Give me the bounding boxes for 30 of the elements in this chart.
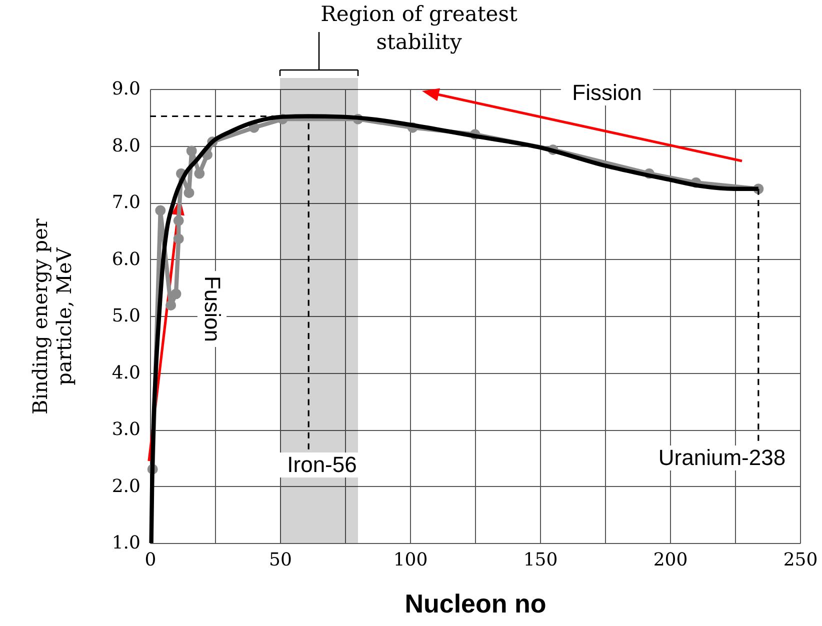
y-tick-label: 8.0: [112, 135, 140, 156]
x-tick-label: 50: [269, 550, 292, 570]
point: [184, 188, 194, 198]
point: [194, 168, 205, 179]
y-tick-label: 4.0: [112, 362, 140, 384]
y-axis-title: Binding energy per particle, MeV: [28, 218, 76, 414]
x-tick-label: 150: [523, 550, 558, 570]
point: [155, 205, 166, 216]
y-tick-label: 5.0: [112, 306, 140, 326]
annotation: Uranium-238: [658, 445, 786, 470]
point: [173, 234, 184, 244]
y-tick-label: 2.0: [112, 476, 140, 497]
x-tick-label: 0: [144, 550, 156, 570]
x-axis-title: Nucleon no: [404, 588, 546, 618]
point: [170, 288, 182, 300]
x-tick-label: 200: [653, 550, 688, 570]
y-tick-label: 3.0: [112, 419, 140, 440]
band-label: Region of greatest stability: [320, 2, 518, 54]
x-tick-label: 100: [393, 550, 428, 570]
x-tick-label: 250: [783, 550, 818, 570]
annotation: Fission: [572, 80, 642, 105]
y-tick-label: 9.0: [112, 78, 140, 100]
annotation: Fusion: [200, 276, 225, 342]
y-tick-label: 6.0: [112, 248, 140, 270]
y-tick-label: 1.0: [112, 532, 140, 554]
y-tick-label: 7.0: [112, 192, 140, 213]
point: [166, 300, 176, 310]
annotation: Iron-56: [287, 452, 357, 477]
point: [173, 215, 184, 226]
point: [186, 146, 197, 156]
